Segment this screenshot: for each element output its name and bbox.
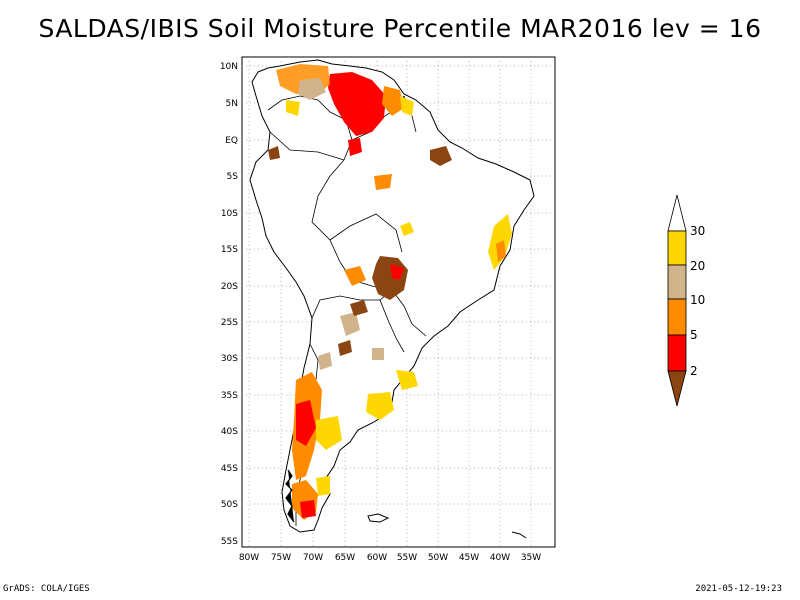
patch-amazon-red — [348, 138, 362, 156]
patch-guyana-orange — [382, 86, 404, 116]
footer-credit: GrADS: COLA/IGES — [3, 584, 90, 594]
lat-label-45S: 45S — [221, 464, 238, 474]
legend-label-5: 5 — [690, 328, 698, 342]
patch-pampas-brown — [338, 340, 352, 356]
patch-chaco-tan — [340, 312, 360, 336]
percentile-patches — [268, 64, 512, 520]
patch-north-tan — [298, 78, 326, 100]
lon-axis: 80W 75W 70W 65W 60W 55W 50W 45W 40W 35W — [239, 553, 541, 563]
patch-northeast-brown — [268, 146, 280, 160]
lon-label-75W: 75W — [271, 553, 291, 563]
patch-uruguay-yellow — [396, 370, 418, 390]
lat-label-20S: 20S — [221, 282, 238, 292]
lon-label-60W: 60W — [367, 553, 387, 563]
lon-label-55W: 55W — [397, 553, 417, 563]
legend-label-20: 20 — [690, 259, 705, 273]
lon-label-70W: 70W — [303, 553, 323, 563]
lat-label-EQ: EQ — [225, 136, 238, 146]
lon-label-50W: 50W — [428, 553, 448, 563]
lon-label-80W: 80W — [239, 553, 259, 563]
lon-label-45W: 45W — [459, 553, 479, 563]
legend-swatch-5-10 — [667, 298, 687, 336]
patch-patagonia-yellow — [316, 476, 330, 496]
patch-andes-yellow — [316, 416, 342, 450]
lon-label-40W: 40W — [490, 553, 510, 563]
lat-label-15S: 15S — [221, 245, 238, 255]
patch-pampas-yellow — [366, 392, 394, 420]
patch-chile-tan — [318, 352, 332, 370]
patch-pantanal-red — [390, 264, 404, 280]
legend-swatch-below2 — [667, 370, 687, 407]
lat-label-10S: 10S — [221, 209, 238, 219]
patch-colombia-yellow — [286, 100, 300, 116]
legend-label-10: 10 — [690, 293, 705, 307]
lat-label-5S: 5S — [227, 172, 239, 182]
lat-label-50S: 50S — [221, 500, 238, 510]
lon-label-65W: 65W — [335, 553, 355, 563]
legend-labels: 30 20 10 5 2 — [690, 224, 705, 378]
lat-label-30S: 30S — [221, 354, 238, 364]
lat-label-10N: 10N — [220, 62, 238, 72]
lat-axis: 10N 5N EQ 5S 10S 15S 20S 25S 30S 35S 40S… — [220, 62, 238, 547]
legend-swatch-20-30 — [667, 230, 687, 266]
falkland-islands — [367, 513, 390, 523]
patch-east-orange — [496, 240, 506, 262]
lat-label-25S: 25S — [221, 318, 238, 328]
south-georgia — [511, 531, 527, 539]
patch-patagonia-red — [300, 500, 316, 518]
patch-bolivia-orange — [344, 266, 366, 286]
legend-label-2: 2 — [690, 364, 698, 378]
lat-label-35S: 35S — [221, 391, 238, 401]
patch-guyana-yellow — [400, 96, 414, 116]
chile-fjords — [285, 469, 295, 523]
legend-swatch-10-20 — [667, 264, 687, 300]
lat-label-5N: 5N — [226, 99, 238, 109]
legend-colorbar — [667, 194, 687, 407]
patch-pampas-tan — [372, 348, 384, 360]
patch-amazon-brown — [430, 146, 452, 166]
patch-north-red — [328, 72, 386, 136]
lon-label-35W: 35W — [521, 553, 541, 563]
lat-label-55S: 55S — [221, 537, 238, 547]
footer-timestamp: 2021-05-12-19:23 — [695, 584, 782, 594]
legend-label-30: 30 — [690, 224, 705, 238]
legend-swatch-2-5 — [667, 334, 687, 372]
patch-goias-yellow — [400, 222, 414, 236]
patch-chaco-brown — [350, 300, 368, 316]
patch-amazon-orange — [374, 174, 392, 190]
map-title: SALDAS/IBIS Soil Moisture Percentile MAR… — [38, 14, 762, 43]
legend-swatch-above30 — [667, 194, 687, 232]
lat-label-40S: 40S — [221, 427, 238, 437]
patch-andes-red — [296, 400, 316, 446]
